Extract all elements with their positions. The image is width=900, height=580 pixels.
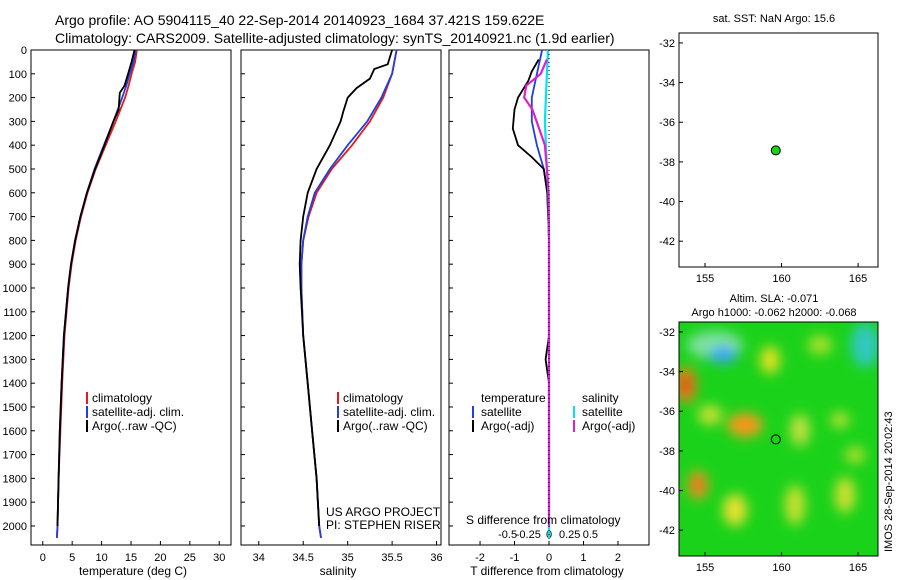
difference-series-line [523,59,551,526]
depth-tick-label: 900 [9,259,27,271]
temperature-xtick-label: 10 [95,552,107,564]
annotation-project: US ARGO PROJECT [326,505,441,519]
difference-xlabel: T difference from climatology [470,564,624,578]
temperature-xtick-label: 0 [40,552,46,564]
annotation-pi: PI: STEPHEN RISER [326,518,441,532]
legend-label-s-argo: Argo(-adj) [582,419,635,433]
sst-map-xtick-label: 160 [772,273,790,285]
sla-map-ytick-label: -42 [659,525,675,537]
depth-tick-label: 1200 [3,331,27,343]
difference-top-tick-label: -0.25 [516,529,541,541]
temperature-xtick-label: 20 [154,552,166,564]
salinity-xtick-label: 35.5 [381,552,402,564]
depth-tick-label: 200 [9,93,27,105]
difference-xtick-label: -1 [510,552,520,564]
depth-tick-label: 1300 [3,354,27,366]
depth-tick-label: 600 [9,188,27,200]
sla-heatmap [679,322,878,556]
legend-label-climatology: climatology [343,391,403,405]
difference-top-tick-label: 0.5 [583,529,598,541]
depth-tick-label: 400 [9,140,27,152]
legend-label-argo: Argo(..raw -QC) [92,419,177,433]
sla-map-ytick-label: -32 [659,327,675,339]
sla-map-title-line1: Altim. SLA: -0.071 [730,293,819,305]
sst-map-ytick-label: -36 [659,117,675,129]
depth-tick-label: 700 [9,212,27,224]
depth-tick-label: 300 [9,116,27,128]
sla-map-xtick-label: 165 [849,562,867,574]
difference-xtick-label: 1 [580,552,586,564]
difference-legend: temperature salinity satellite Argo(-adj… [466,391,635,527]
sst-map-ytick-label: -42 [659,236,675,248]
depth-tick-label: 1900 [3,497,27,509]
difference-xtick-label: 0 [546,552,552,564]
sst-map-ytick-label: -40 [659,197,675,209]
sla-map-xtick-label: 160 [772,562,790,574]
difference-top-tick-label: -0.5 [498,529,517,541]
sla-map-ytick-label: -38 [659,446,675,458]
legend-label-satellite: satellite-adj. clim. [92,405,184,419]
sla-map-title-line2: Argo h1000: -0.062 h2000: -0.068 [691,307,856,319]
sla-map-xtick-label: 155 [696,562,714,574]
sst-map-ytick-label: -34 [659,78,675,90]
salinity-panel-frame [240,49,442,546]
temperature-series-line [56,49,136,527]
temperature-legend: climatology satellite-adj. clim. Argo(..… [86,391,184,433]
sst-map-xtick-label: 165 [849,273,867,285]
depth-tick-label: 2000 [3,521,27,533]
depth-tick-label: 500 [9,164,27,176]
depth-tick-label: 1500 [3,402,27,414]
salinity-xtick-label: 34.5 [293,552,314,564]
sst-map-title: sat. SST: NaN Argo: 15.6 [713,13,835,25]
difference-xtick-label: -2 [475,552,485,564]
salinity-legend: climatology satellite-adj. clim. Argo(..… [326,391,441,532]
sst-map-xtick-label: 155 [696,273,714,285]
temperature-xtick-label: 25 [184,552,196,564]
legend-label-satellite: satellite-adj. clim. [343,405,435,419]
legend-label-s-satellite: satellite [582,405,623,419]
depth-tick-label: 800 [9,235,27,247]
sla-map-ytick-label: -40 [659,486,675,498]
salinity-xtick-label: 36 [430,552,442,564]
temperature-panel-frame [30,49,232,546]
depth-tick-label: 1100 [3,307,27,319]
depth-tick-label: 1600 [3,426,27,438]
imos-timestamp: IMOS 28-Sep-2014 20:02:43 [883,411,895,552]
temperature-xlabel: temperature (deg C) [79,564,187,578]
chart-title-line1: Argo profile: AO 5904115_40 22-Sep-2014 … [55,12,545,28]
depth-tick-label: 1000 [3,283,27,295]
depth-tick-label: 0 [21,45,27,57]
difference-top-tick-label: 0.25 [559,529,580,541]
temperature-xtick-label: 15 [125,552,137,564]
temperature-xtick-label: 30 [213,552,225,564]
legend-label-t-argo: Argo(-adj) [481,419,534,433]
sla-map-ytick-label: -34 [659,367,675,379]
depth-tick-label: 100 [9,69,27,81]
chart-title-line2: Climatology: CARS2009. Satellite-adjuste… [55,30,615,46]
depth-tick-label: 1400 [3,378,27,390]
legend-title-salinity: salinity [582,391,619,405]
difference-xtick-label: 2 [615,552,621,564]
depth-tick-label: 1700 [3,450,27,462]
salinity-xtick-label: 34 [253,552,265,564]
legend-label-argo: Argo(..raw -QC) [343,419,428,433]
salinity-xtick-label: 35 [342,552,354,564]
sst-map-ytick-label: -32 [659,38,675,50]
temperature-xtick-label: 5 [69,552,75,564]
legend-label-climatology: climatology [92,391,152,405]
sla-map-frame [678,321,879,557]
sst-map-ytick-label: -38 [659,157,675,169]
salinity-xlabel: salinity [320,564,357,578]
legend-title-temperature: temperature [481,391,546,405]
sla-map-ytick-label: -36 [659,406,675,418]
legend-label-t-satellite: satellite [481,405,522,419]
salinity-series-line [298,49,393,527]
argo-float-location-point [770,145,781,156]
difference-top-xlabel: S difference from climatology [466,513,621,527]
depth-tick-label: 1800 [3,473,27,485]
argo-float-location-point [770,434,781,445]
